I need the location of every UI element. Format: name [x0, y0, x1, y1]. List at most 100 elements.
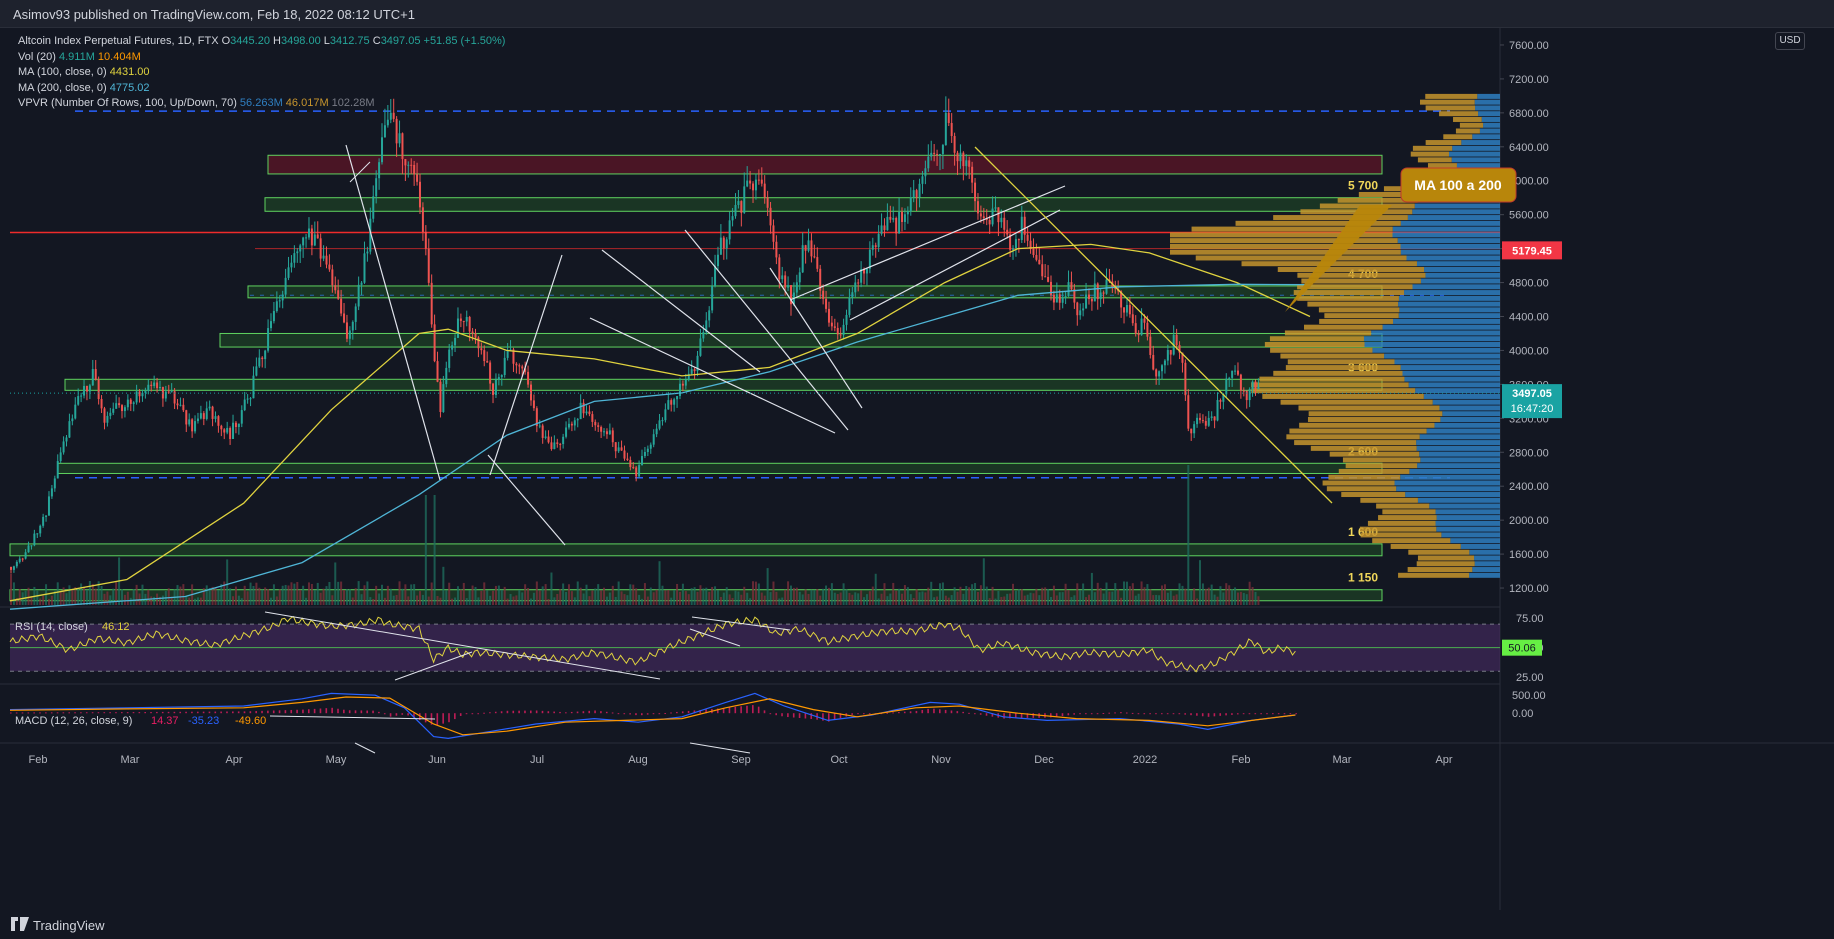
vpvr-bar-down: [1338, 468, 1410, 474]
candle-body: [202, 413, 205, 419]
candle-body: [830, 322, 833, 327]
volume-bar: [576, 581, 579, 605]
candles: [10, 96, 1260, 574]
vpvr-bar-down: [1297, 295, 1399, 301]
volume-bar: [1125, 581, 1128, 605]
volume-bar: [722, 592, 725, 605]
volume-bar: [182, 584, 185, 605]
price-tick-label: 7200.00: [1509, 74, 1549, 86]
candle-body: [562, 436, 565, 445]
candle-body: [15, 561, 18, 567]
volume-bar: [1026, 594, 1029, 605]
symbol-title[interactable]: Altcoin Index Perpetual Futures, 1D, FTX: [18, 35, 219, 47]
macd-hist-bar: [839, 713, 842, 719]
candle-body: [567, 423, 570, 428]
vpvr-bar-up: [1440, 417, 1500, 423]
legend-ma200-line[interactable]: MA (200, close, 0) 4775.02: [18, 81, 505, 97]
volume-bar: [401, 588, 404, 605]
candle-body: [752, 183, 755, 191]
vpvr-bar-down: [1273, 215, 1408, 221]
vpvr-bar-up: [1412, 209, 1500, 215]
volume-bar: [918, 592, 921, 605]
volume-bar: [801, 594, 804, 605]
vpvr-bar-up: [1400, 249, 1500, 255]
candle-body: [696, 355, 699, 372]
macd-hist-bar: [1161, 713, 1163, 715]
candle-body: [156, 382, 159, 389]
macd-hist-bar: [658, 713, 661, 715]
price-tick-label: 2000.00: [1509, 515, 1549, 527]
candle-body: [693, 369, 696, 372]
candle-body: [781, 275, 784, 280]
vpvr-bar-down: [1407, 567, 1473, 573]
candle-body: [141, 392, 144, 397]
candle-body: [1050, 281, 1052, 295]
volume-bar: [997, 591, 1000, 605]
macd-hist-bar: [652, 713, 655, 715]
macd-hist-bar: [21, 712, 24, 714]
candle-body: [94, 368, 97, 380]
candle-body: [535, 408, 538, 427]
volume-bar: [302, 585, 305, 605]
vpvr-bar-up: [1417, 497, 1500, 503]
currency-button[interactable]: USD: [1775, 32, 1805, 50]
macd-hist-bar: [348, 710, 351, 714]
candle-body: [194, 421, 197, 432]
candle-body: [1213, 416, 1216, 421]
candle-body: [754, 179, 757, 191]
candle-body: [167, 391, 170, 393]
vpvr-bar-up: [1363, 336, 1500, 342]
volume-bar: [1143, 587, 1146, 605]
macd-hist-bar: [360, 710, 363, 714]
rsi-value: 46.12: [102, 621, 130, 633]
vpvr-bar-down: [1259, 376, 1405, 382]
volume-bar: [711, 586, 714, 605]
volume-bar: [664, 590, 667, 605]
macd-hist-bar: [974, 713, 976, 715]
candle-body: [343, 313, 346, 323]
volume-bar: [1050, 596, 1052, 605]
vpvr-bar-up: [1416, 445, 1500, 451]
macd-hist-bar: [576, 711, 579, 714]
macd-hist-bar: [1050, 713, 1052, 718]
volume-bar: [550, 572, 553, 605]
candle-body: [623, 450, 626, 459]
candle-body: [1146, 322, 1149, 337]
volume-bar: [223, 581, 226, 605]
legend-vpvr-line[interactable]: VPVR (Number Of Rows, 100, Up/Down, 70) …: [18, 96, 505, 112]
volume-bar: [626, 595, 629, 605]
macd-hist-bar: [927, 708, 929, 714]
volume-bar: [226, 559, 229, 605]
legend-ma100-line[interactable]: MA (100, close, 0) 4431.00: [18, 65, 505, 81]
candle-body: [462, 320, 465, 322]
candle-body: [103, 408, 106, 423]
candle-body: [360, 282, 363, 285]
volume-bar: [719, 596, 722, 605]
chart-canvas[interactable]: 7600.00 7200.00 6800.00 6400.00 6000.00 5600.…: [0, 28, 1834, 910]
volume-bar: [1123, 581, 1126, 605]
candle-body: [848, 297, 851, 315]
volume-bar: [1193, 588, 1196, 605]
volume-bar: [503, 586, 506, 605]
volume-bar: [506, 598, 509, 605]
volume-bar: [1076, 583, 1079, 605]
candle-body: [1014, 239, 1017, 249]
volume-bar: [74, 587, 77, 605]
candle-body: [1228, 377, 1231, 379]
volume-bar: [1228, 585, 1231, 605]
volume-bar: [842, 583, 845, 605]
legend-vol-line[interactable]: Vol (20) 4.911M 10.404M: [18, 50, 505, 66]
candle-body: [959, 152, 962, 162]
volume-bar: [112, 588, 115, 605]
trendline-white: [345, 144, 441, 481]
macd-hist-bar: [687, 710, 690, 714]
candle-body: [1239, 374, 1242, 391]
ohlc-o-label: O: [221, 35, 231, 47]
last-price-badge: [1502, 384, 1562, 419]
macd-hist-bar: [1137, 713, 1140, 715]
candle-body: [901, 212, 904, 222]
trendline-white: [769, 267, 863, 409]
candle-body: [68, 421, 71, 438]
candle-body: [223, 429, 226, 433]
volume-bar: [340, 581, 343, 605]
